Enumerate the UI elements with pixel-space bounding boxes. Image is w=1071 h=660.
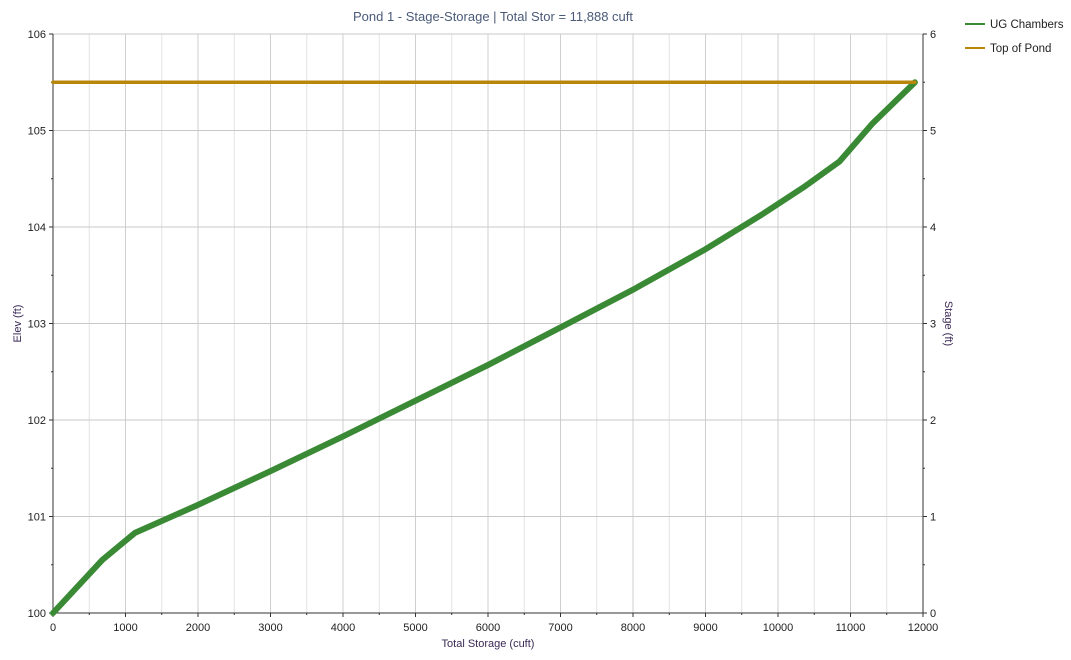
- y-ticks: 100 101 102 103 104 105 106: [28, 29, 53, 620]
- x-tick-label: 2000: [186, 622, 210, 634]
- y2-tick-label: 5: [930, 126, 936, 138]
- y-axis-label: Elev (ft): [12, 305, 24, 343]
- y2-ticks: 0 1 2 3 4 5 6: [923, 29, 936, 620]
- x-tick-label: 11000: [836, 622, 866, 634]
- x-tick-label: 12000: [908, 622, 939, 634]
- y-tick-label: 105: [28, 126, 46, 138]
- x-ticks: 0 1000 2000 3000 4000 5000 6000 7000 8000 9000 100…: [50, 613, 938, 634]
- y2-tick-label: 1: [930, 512, 936, 524]
- x-tick-label: 0: [50, 622, 56, 634]
- y-tick-label: 103: [28, 319, 46, 331]
- legend: UG Chambers Top of Pond: [965, 19, 1064, 55]
- y2-tick-label: 6: [930, 29, 936, 41]
- legend-label-ug-chambers: UG Chambers: [990, 19, 1064, 31]
- y2-tick-label: 0: [930, 608, 936, 620]
- y-tick-label: 106: [28, 29, 46, 41]
- y2-tick-label: 3: [930, 319, 936, 331]
- legend-label-top-of-pond: Top of Pond: [990, 43, 1051, 55]
- y2-axis-label: Stage (ft): [942, 301, 954, 346]
- series-line-ug-chambers: [50, 79, 918, 616]
- x-tick-label: 6000: [476, 622, 500, 634]
- x-tick-label: 7000: [548, 622, 572, 634]
- x-tick-label: 5000: [403, 622, 427, 634]
- x-tick-label: 1000: [113, 622, 137, 634]
- chart-title: Pond 1 - Stage-Storage | Total Stor = 11…: [353, 9, 633, 24]
- grid: [53, 33, 923, 613]
- y2-tick-label: 4: [930, 222, 936, 234]
- x-tick-label: 10000: [763, 622, 794, 634]
- x-tick-label: 9000: [693, 622, 717, 634]
- x-tick-label: 3000: [258, 622, 282, 634]
- x-tick-label: 4000: [331, 622, 355, 634]
- y-tick-label: 104: [28, 222, 46, 234]
- x-axis-label: Total Storage (cuft): [442, 638, 535, 650]
- x-tick-label: 8000: [621, 622, 645, 634]
- y-tick-label: 101: [28, 512, 46, 524]
- y-tick-label: 100: [28, 608, 46, 620]
- y2-tick-label: 2: [930, 415, 936, 427]
- y-tick-label: 102: [28, 415, 46, 427]
- series: [50, 79, 918, 616]
